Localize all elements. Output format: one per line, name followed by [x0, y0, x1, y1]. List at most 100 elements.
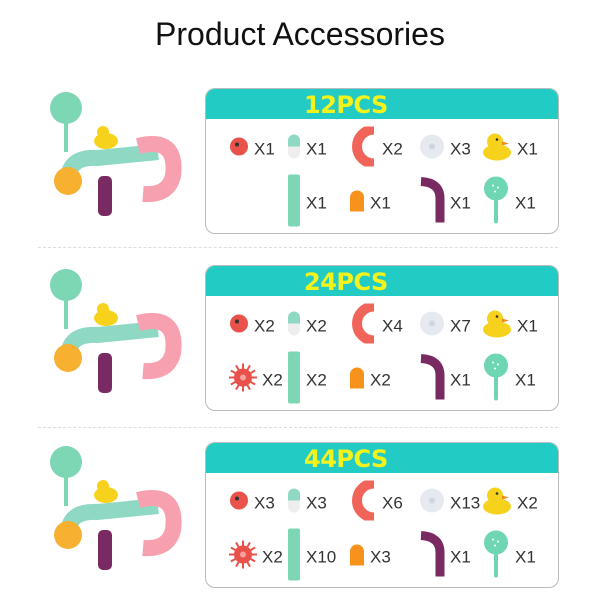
- quantity: X1: [515, 547, 536, 566]
- product-set-image: [38, 263, 193, 413]
- duck-icon: [481, 132, 513, 167]
- accessory-item: X1: [348, 189, 391, 218]
- quantity: X1: [450, 547, 471, 566]
- capsule-icon: [286, 487, 302, 520]
- quantity: X1: [515, 193, 536, 212]
- quantity: X1: [254, 139, 275, 158]
- quantity: X4: [382, 316, 403, 335]
- elbow-tube-icon: [418, 531, 446, 584]
- elbow-tube-icon: [418, 354, 446, 407]
- accessory-item: X4: [348, 301, 403, 349]
- ball-icon: [228, 136, 250, 163]
- accessory-item: X13: [418, 487, 480, 520]
- set-header: 24PCS: [206, 266, 558, 296]
- accessory-item: X3: [348, 543, 391, 572]
- accessory-item: X1: [481, 176, 536, 231]
- quantity: X3: [450, 139, 471, 158]
- curve-track-icon: [348, 124, 378, 172]
- accessory-item: X1: [286, 174, 327, 233]
- accessory-item: X2: [228, 313, 275, 340]
- quantity: X1: [450, 370, 471, 389]
- quantity: X2: [262, 370, 283, 389]
- accessory-item: X3: [418, 133, 471, 166]
- accessory-item: X2: [228, 363, 283, 398]
- set-label: 12PCS: [304, 91, 388, 119]
- end-cap-icon: [348, 543, 366, 572]
- page-title: Product Accessories: [155, 16, 445, 52]
- set-panel: 44PCS X3 X3 X6 X13 X2 X2 X10 X3 X1 X1: [205, 442, 559, 588]
- accessory-item: X1: [481, 309, 538, 344]
- quantity: X7: [450, 316, 471, 335]
- water-wheel-icon: [228, 540, 258, 575]
- quantity: X2: [370, 370, 391, 389]
- straight-tube-icon: [286, 351, 302, 410]
- duck-icon: [481, 309, 513, 344]
- scoop-icon: [481, 353, 511, 408]
- quantity: X1: [517, 139, 538, 158]
- product-set-image: [38, 86, 193, 236]
- quantity: X3: [370, 547, 391, 566]
- quantity: X1: [515, 370, 536, 389]
- quantity: X1: [450, 193, 471, 212]
- accessory-item: X1: [286, 133, 327, 166]
- accessory-item: X7: [418, 310, 471, 343]
- scoop-icon: [481, 530, 511, 585]
- accessory-item: X1: [418, 354, 471, 407]
- curve-track-icon: [348, 478, 378, 526]
- accessory-item: X10: [286, 528, 336, 587]
- quantity: X2: [517, 493, 538, 512]
- ball-icon: [228, 313, 250, 340]
- ball-icon: [228, 490, 250, 517]
- quantity: X2: [254, 316, 275, 335]
- suction-cup-icon: [418, 487, 446, 520]
- set-label: 24PCS: [304, 268, 388, 296]
- accessory-item: X2: [286, 351, 327, 410]
- quantity: X10: [306, 547, 337, 566]
- scoop-icon: [481, 176, 511, 231]
- suction-cup-icon: [418, 133, 446, 166]
- accessory-item: X2: [348, 124, 403, 172]
- set-label: 44PCS: [304, 445, 388, 473]
- accessory-item: X1: [481, 530, 536, 585]
- quantity: X1: [306, 139, 327, 158]
- suction-cup-icon: [418, 310, 446, 343]
- quantity: X2: [306, 370, 327, 389]
- capsule-icon: [286, 133, 302, 166]
- quantity: X13: [450, 493, 481, 512]
- accessory-item: X1: [481, 132, 538, 167]
- accessory-item: X3: [228, 490, 275, 517]
- quantity: X1: [306, 193, 327, 212]
- quantity: X2: [382, 139, 403, 158]
- quantity: X2: [262, 547, 283, 566]
- straight-tube-icon: [286, 528, 302, 587]
- curve-track-icon: [348, 301, 378, 349]
- accessory-item: X1: [481, 353, 536, 408]
- duck-icon: [481, 486, 513, 521]
- end-cap-icon: [348, 366, 366, 395]
- set-header: 44PCS: [206, 443, 558, 473]
- quantity: X3: [306, 493, 327, 512]
- accessory-item: X2: [286, 310, 327, 343]
- divider: [38, 247, 558, 248]
- quantity: X2: [306, 316, 327, 335]
- capsule-icon: [286, 310, 302, 343]
- accessory-item: X1: [228, 136, 275, 163]
- quantity: X1: [517, 316, 538, 335]
- straight-tube-icon: [286, 174, 302, 233]
- accessory-item: X3: [286, 487, 327, 520]
- quantity: X6: [382, 493, 403, 512]
- accessory-item: X2: [481, 486, 538, 521]
- set-panel: 24PCS X2 X2 X4 X7 X1 X2 X2 X2 X1 X1: [205, 265, 559, 411]
- accessory-item: X6: [348, 478, 403, 526]
- accessory-item: X2: [348, 366, 391, 395]
- divider: [38, 427, 558, 428]
- accessory-item: X1: [418, 177, 471, 230]
- quantity: X1: [370, 193, 391, 212]
- accessory-item: X2: [228, 540, 283, 575]
- water-wheel-icon: [228, 363, 258, 398]
- product-set-image: [38, 440, 193, 590]
- set-panel: 12PCS X1 X1 X2 X3 X1 X1 X1 X1 X1: [205, 88, 559, 234]
- elbow-tube-icon: [418, 177, 446, 230]
- set-header: 12PCS: [206, 89, 558, 119]
- quantity: X3: [254, 493, 275, 512]
